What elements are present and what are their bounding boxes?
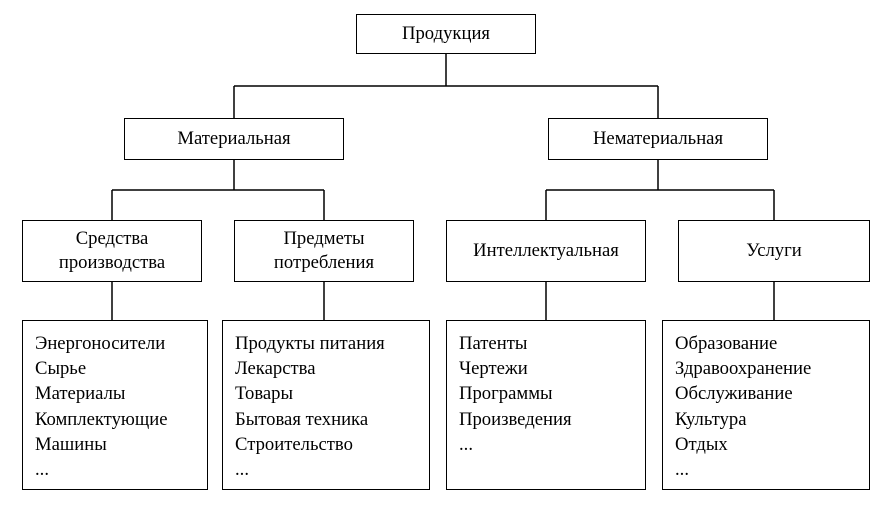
leaf-item: Товары	[235, 381, 417, 406]
leaf-item: Чертежи	[459, 356, 633, 381]
node-label: Материальная	[177, 127, 290, 151]
leaf-item: Произведения	[459, 407, 633, 432]
node-label: Нематериальная	[593, 127, 723, 151]
node-means: Средства производства	[22, 220, 202, 282]
node-services: Услуги	[678, 220, 870, 282]
leaf-item: Патенты	[459, 331, 633, 356]
node-label-line1: Средства	[76, 228, 149, 249]
node-nonmaterial: Нематериальная	[548, 118, 768, 160]
leaf-item: Энергоносители	[35, 331, 195, 356]
leaf-item: Здравоохранение	[675, 356, 857, 381]
node-root-label: Продукция	[402, 22, 490, 46]
leaf-goods: Продукты питанияЛекарстваТоварыБытовая т…	[222, 320, 430, 490]
leaf-item: Программы	[459, 381, 633, 406]
leaf-item: ...	[675, 457, 857, 482]
leaf-item: Культура	[675, 407, 857, 432]
leaf-item: Строительство	[235, 432, 417, 457]
leaf-item: ...	[235, 457, 417, 482]
leaf-item: Материалы	[35, 381, 195, 406]
leaf-item: Обслуживание	[675, 381, 857, 406]
node-intellectual: Интеллектуальная	[446, 220, 646, 282]
leaf-item: Отдых	[675, 432, 857, 457]
node-label-line2: потребления	[274, 252, 374, 273]
node-label-line1: Предметы	[283, 228, 364, 249]
leaf-item: Образование	[675, 331, 857, 356]
node-root: Продукция	[356, 14, 536, 54]
leaf-item: Лекарства	[235, 356, 417, 381]
node-label-line1: Интеллектуальная	[473, 239, 619, 263]
diagram-canvas: Продукция Материальная Нематериальная Ср…	[0, 0, 891, 508]
node-material: Материальная	[124, 118, 344, 160]
node-label-line1: Услуги	[746, 239, 802, 263]
leaf-item: Бытовая техника	[235, 407, 417, 432]
leaf-item: ...	[459, 432, 633, 457]
leaf-item: Продукты питания	[235, 331, 417, 356]
leaf-means: ЭнергоносителиСырьеМатериалыКомплектующи…	[22, 320, 208, 490]
leaf-item: Сырье	[35, 356, 195, 381]
node-goods: Предметы потребления	[234, 220, 414, 282]
leaf-item: Комплектующие	[35, 407, 195, 432]
leaf-item: Машины	[35, 432, 195, 457]
leaf-intellectual: ПатентыЧертежиПрограммыПроизведения...	[446, 320, 646, 490]
leaf-item: ...	[35, 457, 195, 482]
leaf-services: ОбразованиеЗдравоохранениеОбслуживаниеКу…	[662, 320, 870, 490]
node-label-line2: производства	[59, 252, 165, 273]
